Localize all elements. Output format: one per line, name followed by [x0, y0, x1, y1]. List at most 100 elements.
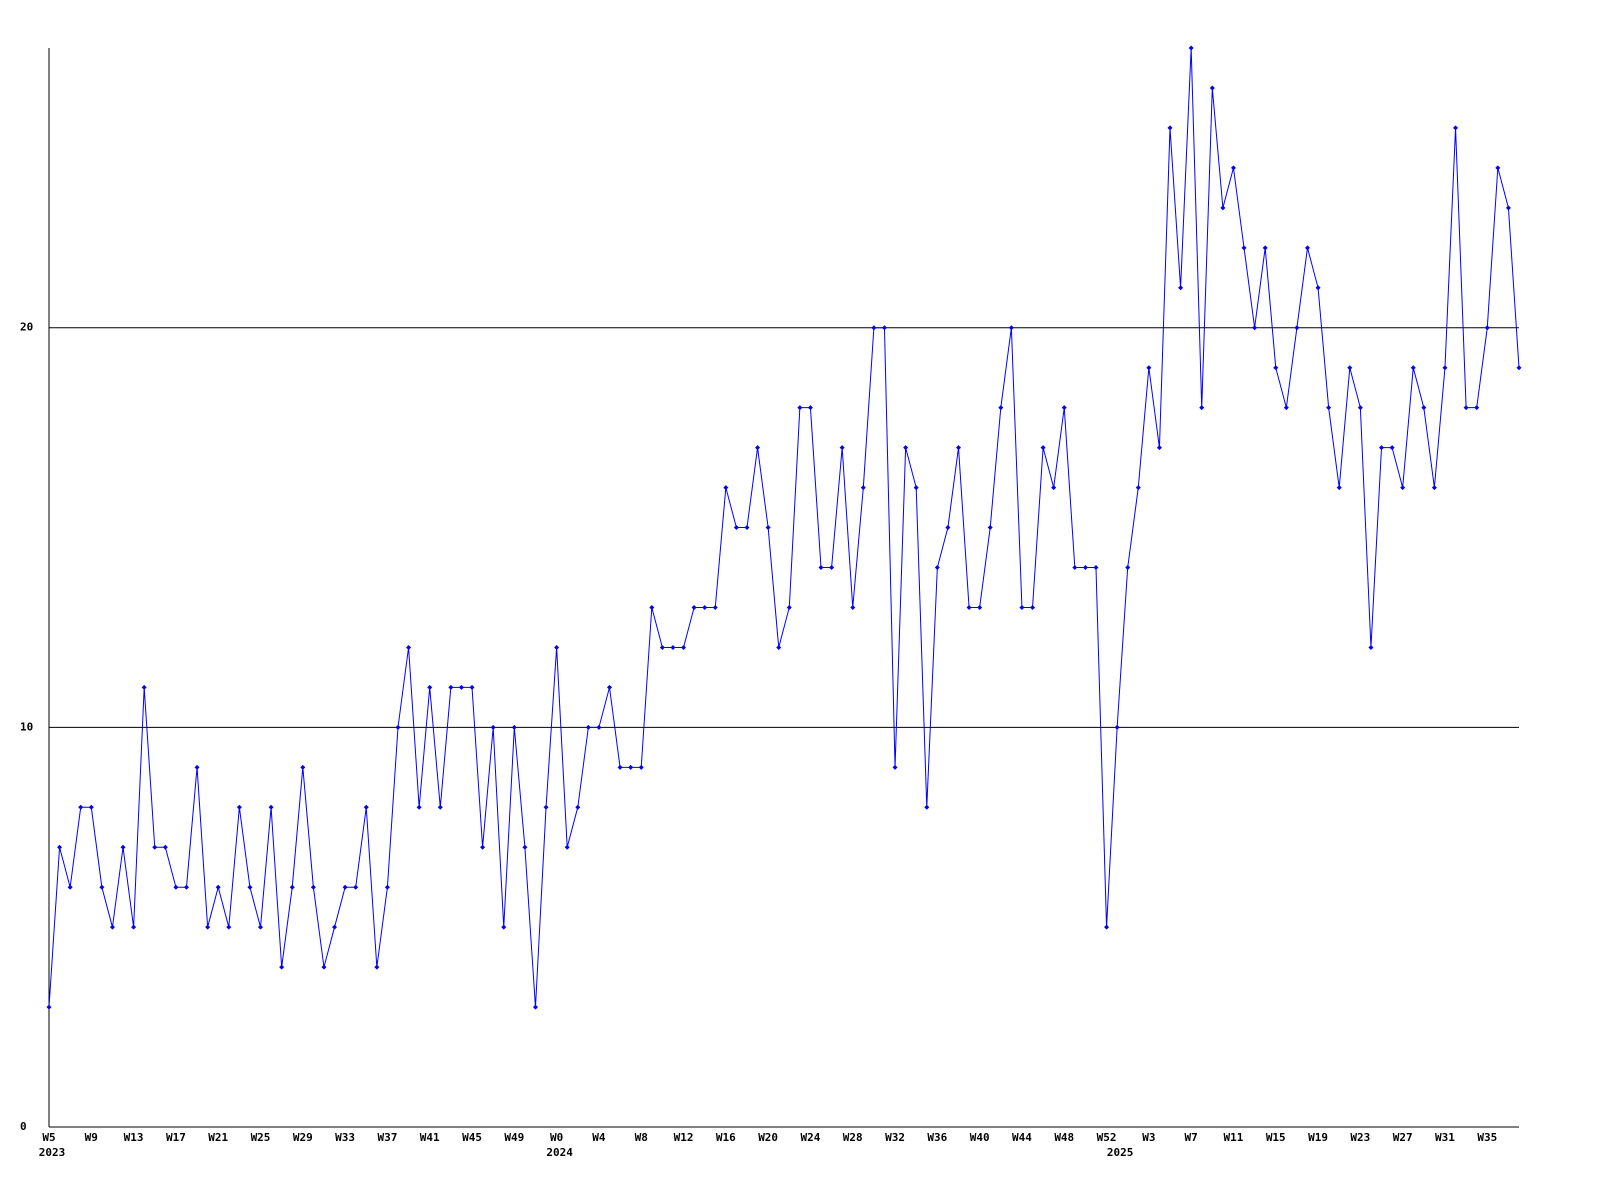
data-point [807, 405, 813, 411]
x-tick-label: W36 [927, 1131, 947, 1144]
data-point [88, 804, 94, 810]
x-tick-label: W44 [1012, 1131, 1032, 1144]
x-tick-label: W20 [758, 1131, 778, 1144]
data-point [924, 804, 930, 810]
data-point [78, 804, 84, 810]
x-tick-label: W41 [420, 1131, 440, 1144]
data-point [406, 644, 412, 650]
data-point [839, 445, 845, 451]
data-point [1357, 405, 1363, 411]
data-point [659, 644, 665, 650]
data-point [1072, 565, 1078, 571]
data-point [522, 844, 528, 850]
x-tick-label: W48 [1054, 1131, 1074, 1144]
x-tick-label: W27 [1393, 1131, 1413, 1144]
data-point [416, 804, 422, 810]
data-point [131, 924, 137, 930]
data-point [860, 485, 866, 491]
x-tick-label: W21 [208, 1131, 228, 1144]
data-point [1294, 325, 1300, 331]
data-point [1008, 325, 1014, 331]
data-point [532, 1004, 538, 1010]
data-point [691, 604, 697, 610]
data-point [955, 445, 961, 451]
data-point [977, 604, 983, 610]
data-point [57, 844, 63, 850]
x-tick-label: W12 [674, 1131, 694, 1144]
x-tick-label: W17 [166, 1131, 186, 1144]
x-tick-label: W16 [716, 1131, 736, 1144]
data-point [1156, 445, 1162, 451]
data-point [607, 684, 613, 690]
data-point [152, 844, 158, 850]
x-tick-label: W52 [1097, 1131, 1117, 1144]
data-point [829, 565, 835, 571]
data-point [46, 1004, 52, 1010]
x-tick-label: W45 [462, 1131, 482, 1144]
data-point [1178, 285, 1184, 291]
data-point [289, 884, 295, 890]
data-point [332, 924, 338, 930]
data-point [945, 525, 951, 531]
x-tick-label: W9 [85, 1131, 98, 1144]
data-point [628, 764, 634, 770]
data-point [723, 485, 729, 491]
data-point [1135, 485, 1141, 491]
data-point [300, 764, 306, 770]
data-point [765, 525, 771, 531]
data-point [374, 964, 380, 970]
x-tick-label: W4 [592, 1131, 606, 1144]
data-point [1093, 565, 1099, 571]
data-point [141, 684, 147, 690]
data-point [913, 485, 919, 491]
y-tick-label: 0 [20, 1120, 27, 1133]
data-point [649, 604, 655, 610]
data-point [638, 764, 644, 770]
data-point [871, 325, 877, 331]
year-label: 2024 [546, 1146, 573, 1159]
data-point [934, 565, 940, 571]
data-point [987, 525, 993, 531]
data-point [1326, 405, 1332, 411]
data-point [1453, 125, 1459, 131]
x-tick-label: W8 [635, 1131, 648, 1144]
data-point [681, 644, 687, 650]
x-tick-label: W37 [377, 1131, 397, 1144]
data-point [776, 644, 782, 650]
data-point [1516, 365, 1522, 371]
data-point [1495, 165, 1501, 171]
x-tick-label: W0 [550, 1131, 563, 1144]
x-tick-label: W31 [1435, 1131, 1455, 1144]
data-point [458, 684, 464, 690]
data-point [109, 924, 115, 930]
data-point [543, 804, 549, 810]
data-point [469, 684, 475, 690]
data-point [554, 644, 560, 650]
x-tick-label: W5 [42, 1131, 55, 1144]
x-tick-label: W35 [1477, 1131, 1497, 1144]
data-point [585, 724, 591, 730]
data-point [1146, 365, 1152, 371]
data-point [395, 724, 401, 730]
data-point [818, 565, 824, 571]
x-tick-label: W49 [504, 1131, 524, 1144]
year-label: 2025 [1107, 1146, 1134, 1159]
data-point [1209, 85, 1215, 91]
data-point [353, 884, 359, 890]
data-point [1125, 565, 1131, 571]
x-tick-label: W19 [1308, 1131, 1328, 1144]
data-point [1030, 604, 1036, 610]
data-point [1061, 405, 1067, 411]
x-tick-label: W24 [801, 1131, 821, 1144]
data-point [1104, 924, 1110, 930]
data-point [1431, 485, 1437, 491]
data-point [99, 884, 105, 890]
data-point [194, 764, 200, 770]
data-point [1241, 245, 1247, 251]
data-point [1336, 485, 1342, 491]
data-point [342, 884, 348, 890]
data-point [892, 764, 898, 770]
data-point [670, 644, 676, 650]
x-tick-label: W32 [885, 1131, 905, 1144]
